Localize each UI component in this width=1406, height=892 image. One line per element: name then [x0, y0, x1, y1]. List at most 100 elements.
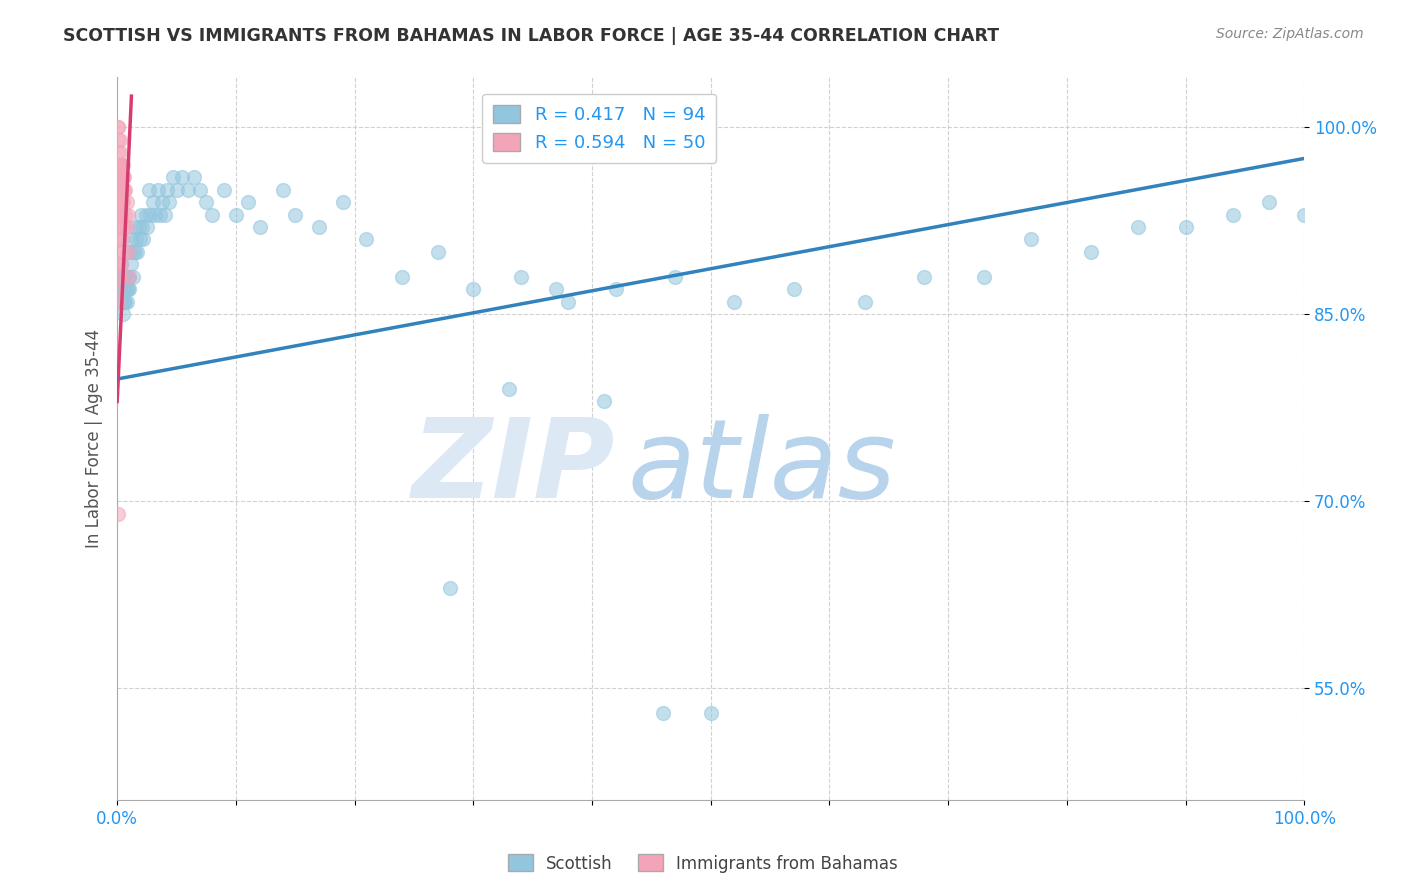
- Point: [115, 219, 138, 234]
- Point: [111, 183, 134, 197]
- Point: [121, 269, 143, 284]
- Text: ZIP: ZIP: [412, 414, 616, 521]
- Point: [111, 294, 134, 309]
- Point: [112, 282, 135, 296]
- Point: [118, 269, 141, 284]
- Point: [107, 244, 129, 259]
- Point: [118, 269, 141, 284]
- Point: [112, 282, 135, 296]
- Point: [177, 183, 200, 197]
- Point: [115, 282, 138, 296]
- Point: [110, 195, 132, 210]
- Point: [463, 282, 485, 296]
- Point: [162, 170, 184, 185]
- Point: [135, 219, 157, 234]
- Point: [112, 170, 135, 185]
- Point: [107, 120, 129, 135]
- Point: [132, 232, 155, 246]
- Point: [108, 145, 131, 160]
- Point: [117, 244, 139, 259]
- Point: [546, 282, 568, 296]
- Point: [107, 158, 129, 172]
- Point: [107, 294, 129, 309]
- Point: [1222, 207, 1244, 221]
- Point: [249, 219, 271, 234]
- Point: [110, 257, 132, 271]
- Point: [107, 195, 129, 210]
- Point: [124, 219, 146, 234]
- Point: [150, 195, 173, 210]
- Point: [188, 183, 211, 197]
- Point: [439, 582, 461, 596]
- Point: [391, 269, 413, 284]
- Point: [120, 232, 142, 246]
- Point: [112, 219, 135, 234]
- Point: [124, 244, 146, 259]
- Point: [120, 257, 142, 271]
- Point: [273, 183, 295, 197]
- Point: [107, 145, 129, 160]
- Point: [284, 207, 307, 221]
- Point: [783, 282, 806, 296]
- Point: [142, 195, 165, 210]
- Point: [1126, 219, 1149, 234]
- Point: [509, 269, 531, 284]
- Point: [592, 394, 614, 409]
- Point: [135, 207, 157, 221]
- Point: [156, 183, 179, 197]
- Point: [108, 269, 131, 284]
- Point: [332, 195, 354, 210]
- Point: [117, 282, 139, 296]
- Point: [112, 183, 135, 197]
- Point: [1080, 244, 1102, 259]
- Text: atlas: atlas: [627, 414, 896, 521]
- Point: [121, 244, 143, 259]
- Point: [1294, 207, 1316, 221]
- Point: [114, 282, 136, 296]
- Point: [183, 170, 205, 185]
- Point: [107, 183, 129, 197]
- Point: [107, 232, 129, 246]
- Point: [108, 133, 131, 147]
- Point: [149, 207, 172, 221]
- Point: [108, 232, 131, 246]
- Point: [118, 282, 141, 296]
- Point: [111, 232, 134, 246]
- Point: [108, 269, 131, 284]
- Point: [605, 282, 627, 296]
- Point: [112, 294, 135, 309]
- Point: [146, 183, 169, 197]
- Point: [108, 183, 131, 197]
- Point: [131, 219, 153, 234]
- Point: [112, 307, 135, 321]
- Point: [107, 257, 129, 271]
- Point: [110, 158, 132, 172]
- Point: [308, 219, 330, 234]
- Legend: Scottish, Immigrants from Bahamas: Scottish, Immigrants from Bahamas: [502, 847, 904, 880]
- Point: [853, 294, 876, 309]
- Point: [172, 170, 194, 185]
- Point: [212, 183, 235, 197]
- Point: [356, 232, 378, 246]
- Point: [664, 269, 686, 284]
- Point: [128, 232, 150, 246]
- Point: [110, 282, 132, 296]
- Point: [114, 269, 136, 284]
- Point: [111, 294, 134, 309]
- Point: [114, 183, 136, 197]
- Point: [153, 207, 176, 221]
- Point: [115, 294, 138, 309]
- Point: [108, 282, 131, 296]
- Point: [973, 269, 995, 284]
- Point: [112, 244, 135, 259]
- Point: [652, 706, 675, 720]
- Point: [108, 158, 131, 172]
- Point: [125, 232, 148, 246]
- Point: [128, 219, 150, 234]
- Point: [108, 207, 131, 221]
- Point: [107, 269, 129, 284]
- Point: [195, 195, 218, 210]
- Point: [107, 507, 129, 521]
- Point: [107, 207, 129, 221]
- Point: [118, 244, 141, 259]
